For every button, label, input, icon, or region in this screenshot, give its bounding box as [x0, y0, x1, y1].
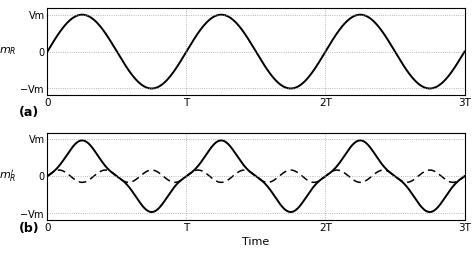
X-axis label: Time: Time: [242, 237, 270, 247]
Text: (b): (b): [19, 222, 40, 236]
Y-axis label: $m_R'$: $m_R'$: [0, 168, 17, 184]
Text: (a): (a): [19, 106, 39, 119]
Y-axis label: $m_R$: $m_R$: [0, 46, 17, 58]
